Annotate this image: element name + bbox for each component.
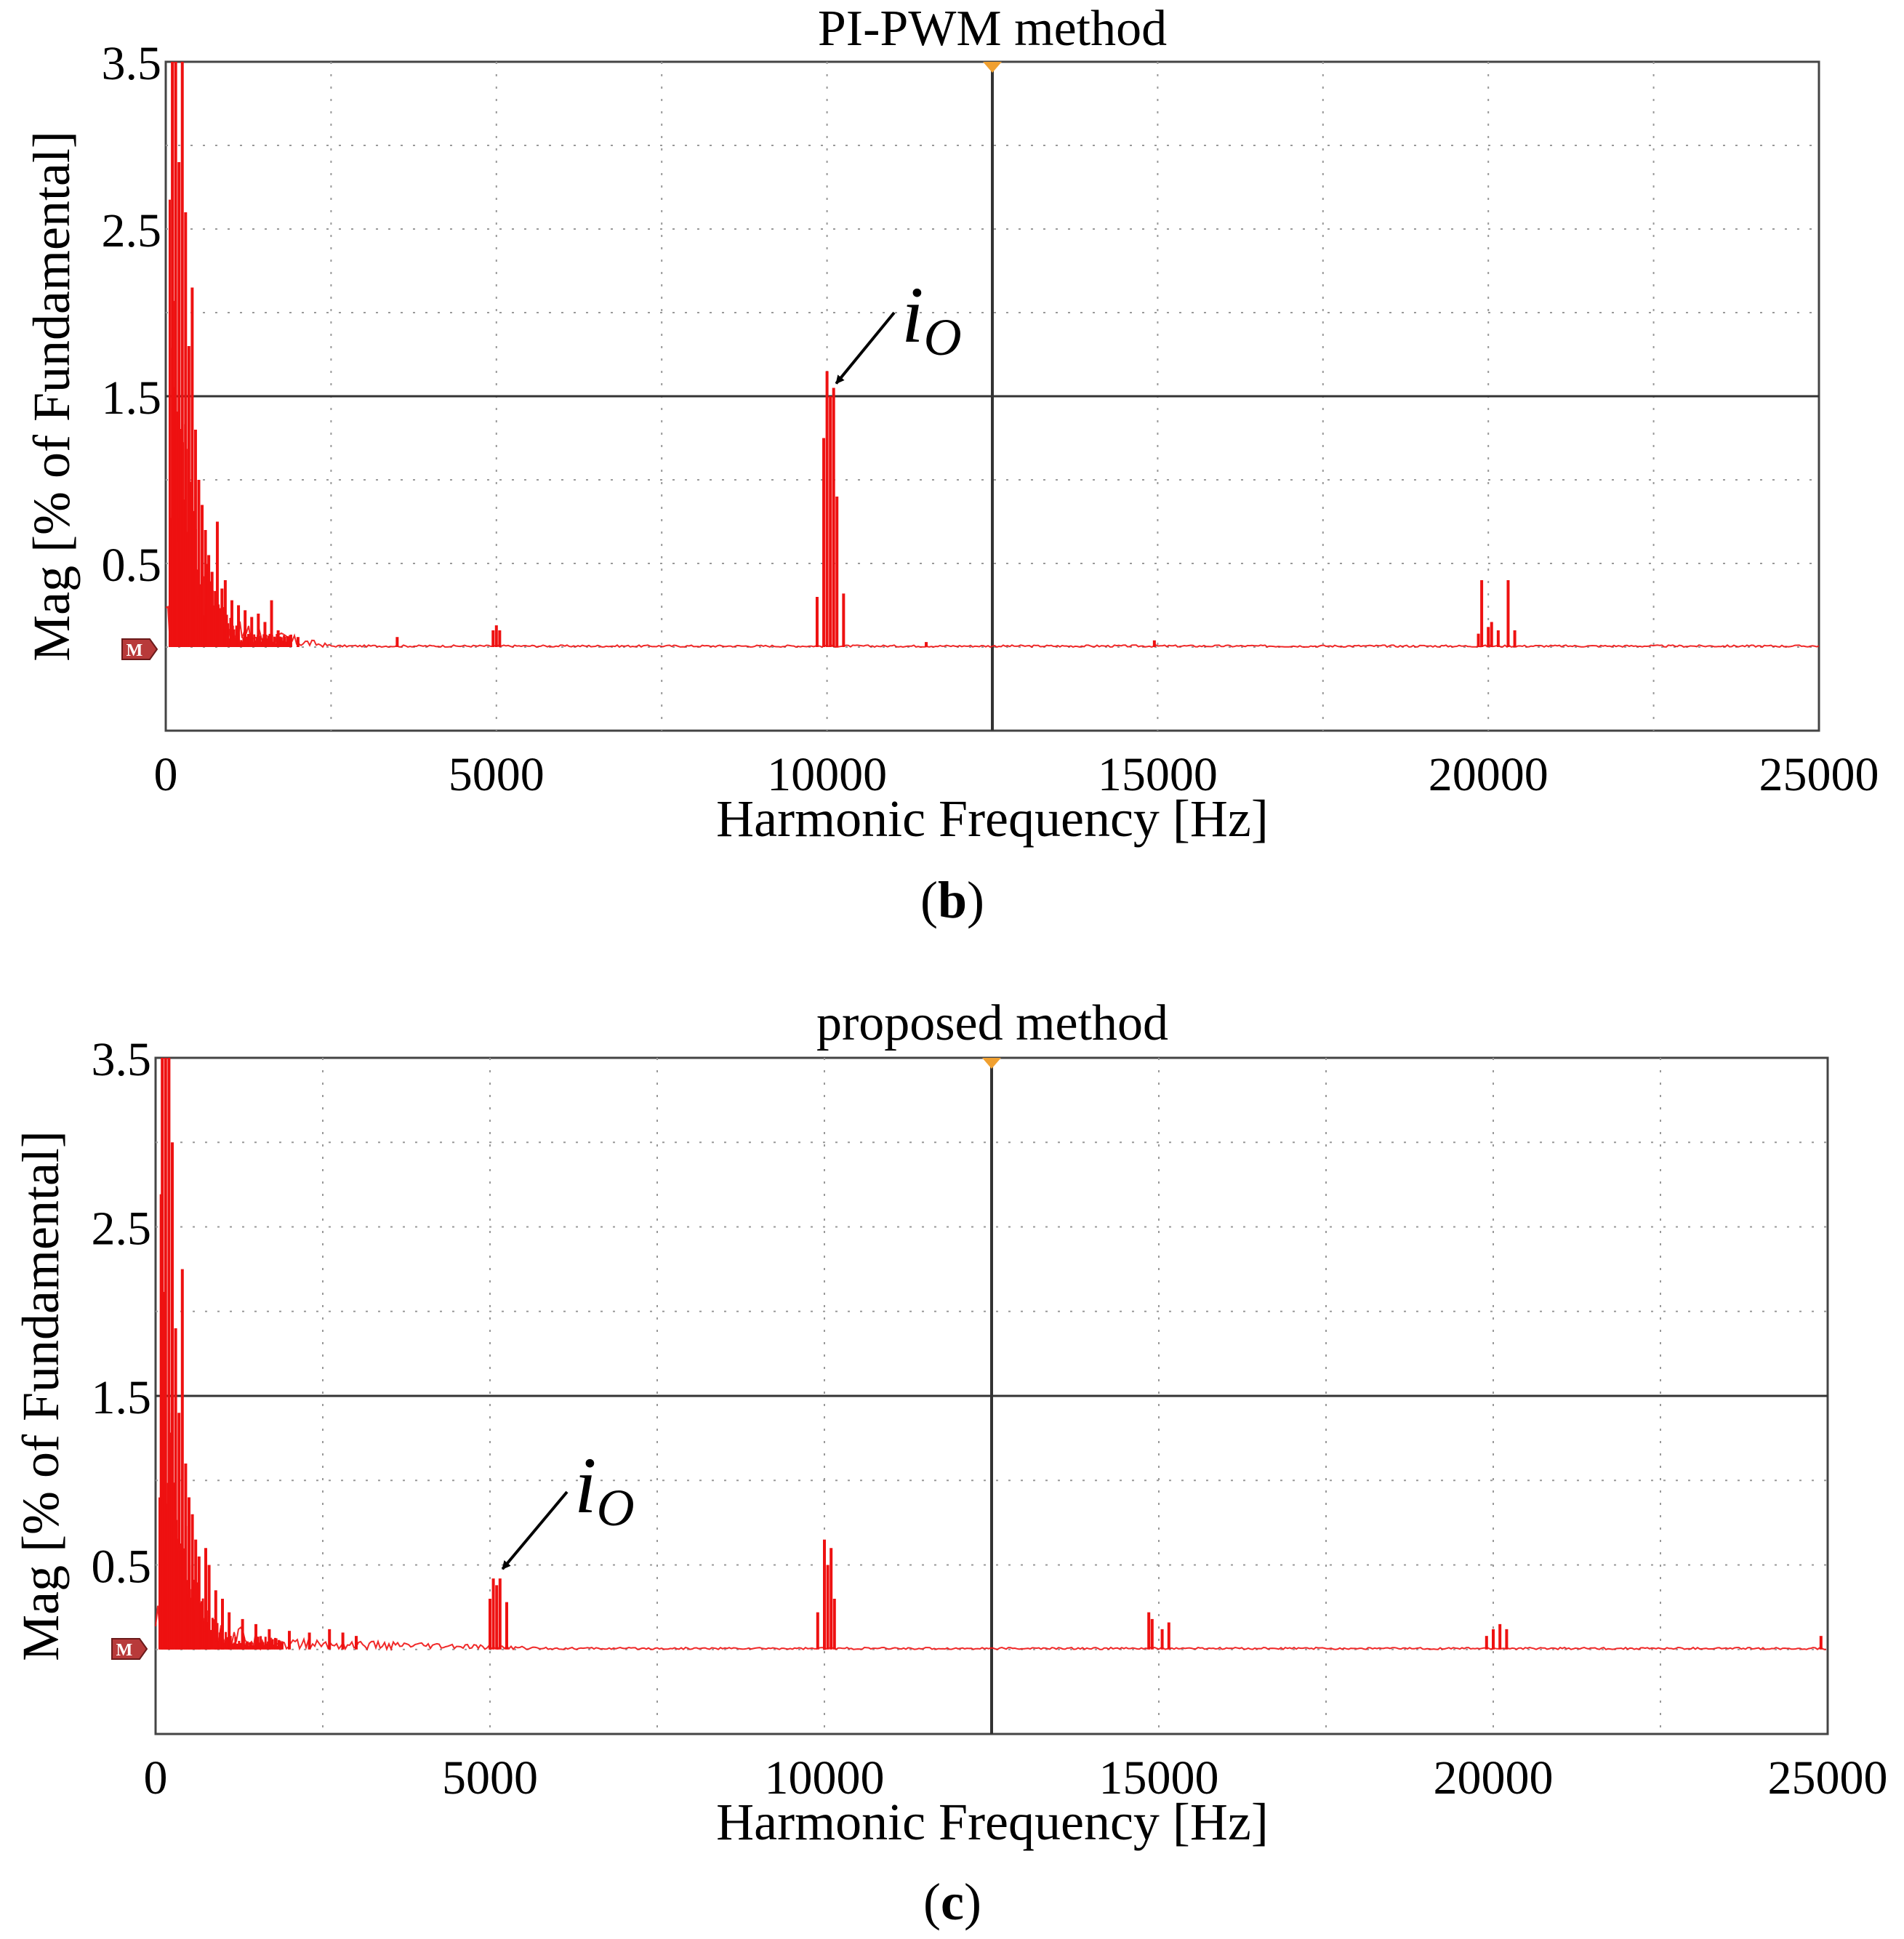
annotation-io: iO <box>501 1441 635 1570</box>
panel-label-close: ) <box>967 871 984 929</box>
x-tick-label: 15000 <box>1098 748 1218 801</box>
x-tick-labels: 0 5000 10000 15000 20000 25000 <box>144 1751 1888 1804</box>
grid-lines <box>156 1058 1828 1734</box>
x-tick-label: 10000 <box>765 1751 885 1804</box>
annotation-label: iO <box>574 1441 635 1537</box>
panel-label-open: ( <box>920 871 938 929</box>
y-tick-label: 3.5 <box>102 37 162 90</box>
annotation-subscript: O <box>924 308 962 366</box>
panel-label-close: ) <box>964 1873 981 1931</box>
reference-marker-label: M <box>116 1641 133 1660</box>
y-tick-label: 2.5 <box>92 1203 152 1256</box>
panel-label-letter: b <box>938 871 967 929</box>
x-tick-label: 20000 <box>1434 1751 1554 1804</box>
panel-label: (b) <box>920 871 984 929</box>
reference-marker-label: M <box>126 641 143 660</box>
x-axis-label: Harmonic Frequency [Hz] <box>716 1793 1269 1851</box>
annotation-io: iO <box>835 270 962 385</box>
annotation-label: iO <box>901 270 962 366</box>
trigger-marker-icon <box>983 62 1002 73</box>
reference-marker-icon: M <box>121 638 158 660</box>
data-series <box>165 62 1820 649</box>
annotation-symbol: i <box>901 270 924 359</box>
y-axis-label: Mag [% of Fundamental] <box>12 1131 70 1661</box>
y-tick-labels: 0.5 1.5 2.5 3.5 <box>92 1033 152 1594</box>
y-axis-label: Mag [% of Fundamental] <box>23 131 81 662</box>
x-tick-label: 10000 <box>767 748 887 801</box>
annotation-symbol: i <box>574 1441 597 1530</box>
x-tick-label: 5000 <box>449 748 545 801</box>
series-trace <box>165 606 1820 649</box>
y-tick-label: 1.5 <box>92 1371 152 1424</box>
chart-panel-b: PI-PWM method M 0.5 1.5 2.5 3.5 0 5000 1… <box>23 1 1879 929</box>
panel-label: (c) <box>923 1873 981 1931</box>
x-tick-label: 0 <box>144 1751 168 1804</box>
data-series <box>155 1058 1827 1652</box>
trigger-marker-icon <box>982 1058 1001 1069</box>
panel-label-letter: c <box>941 1873 964 1931</box>
x-tick-label: 0 <box>154 748 178 801</box>
chart-panel-c: proposed method M 0.5 1.5 2.5 3.5 0 5000… <box>12 995 1888 1931</box>
x-axis-label: Harmonic Frequency [Hz] <box>716 790 1269 848</box>
annotation-subscript: O <box>597 1479 635 1537</box>
y-tick-label: 0.5 <box>92 1541 152 1594</box>
reference-marker-icon: M <box>111 1638 148 1660</box>
x-tick-label: 20000 <box>1429 748 1548 801</box>
chart-title: proposed method <box>816 995 1168 1051</box>
annotation-arrow <box>835 311 896 385</box>
panel-label-open: ( <box>923 1873 941 1931</box>
x-tick-labels: 0 5000 10000 15000 20000 25000 <box>154 748 1879 801</box>
x-tick-label: 5000 <box>442 1751 538 1804</box>
chart-title: PI-PWM method <box>818 1 1167 57</box>
y-tick-label: 3.5 <box>92 1033 152 1086</box>
y-tick-labels: 0.5 1.5 2.5 3.5 <box>102 37 162 592</box>
x-tick-label: 25000 <box>1759 748 1879 801</box>
x-tick-label: 15000 <box>1099 1751 1219 1804</box>
series-trace <box>155 1605 1827 1652</box>
x-tick-label: 25000 <box>1768 1751 1888 1804</box>
y-tick-label: 0.5 <box>102 539 162 592</box>
y-tick-label: 1.5 <box>102 372 162 425</box>
annotation-arrow <box>501 1490 569 1570</box>
y-tick-label: 2.5 <box>102 204 162 257</box>
grid-lines <box>166 62 1819 731</box>
